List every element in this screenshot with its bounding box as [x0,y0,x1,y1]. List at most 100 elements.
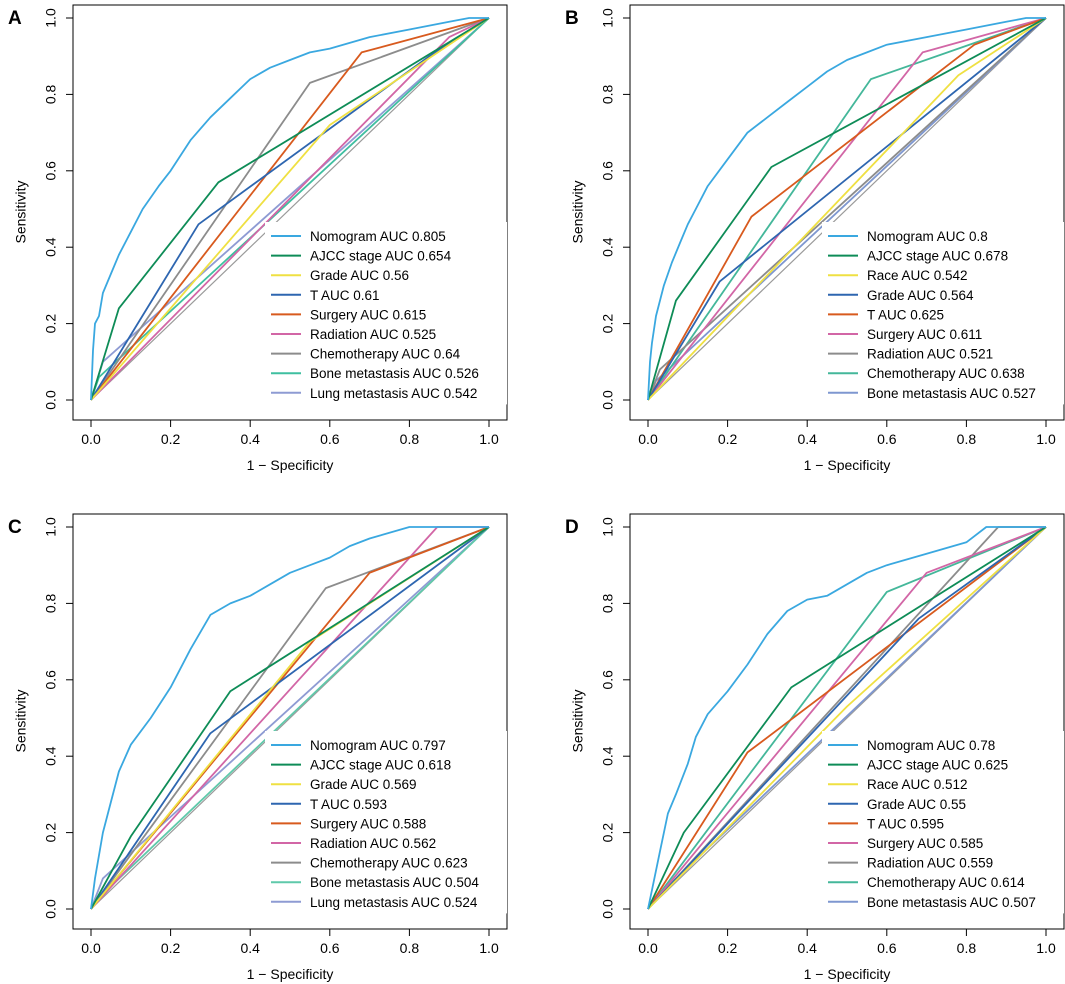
legend-label: AJCC stage AUC 0.678 [867,249,1008,264]
legend-label: Race AUC 0.512 [867,777,968,792]
x-tick-label: 0.8 [957,431,977,447]
x-tick-label: 1.0 [479,940,499,956]
y-tick-label: 0.0 [43,390,59,410]
legend-background [265,731,507,914]
roc-curve-radiation [90,17,490,401]
y-tick-label: 0.4 [43,746,59,766]
y-tick-label: 0.2 [43,314,59,334]
panel-label: C [8,517,22,538]
roc-curve-nomogram [90,526,489,910]
legend-label: T AUC 0.595 [867,816,944,831]
roc-panel-b: B 0.0 0.2 0.4 0.6 0.8 1.0 0.0 0.2 0.4 0.6 0.8 1.0 1 −… [565,4,1065,473]
legend: Nomogram AUC 0.805 AJCC stage AUC 0.654 Gr… [265,222,507,405]
roc-curve-ajcc-stage [647,17,1047,401]
roc-curve-nomogram [90,17,489,401]
x-tick-label: 0.8 [400,431,420,447]
y-tick-label: 0.6 [43,670,59,690]
legend-label: AJCC stage AUC 0.625 [867,758,1008,773]
y-tick-label: 0.8 [43,84,59,104]
legend-label: Bone metastasis AUC 0.527 [867,386,1036,401]
x-tick-label: 0.0 [638,940,658,956]
roc-curve-lung-metastasis [90,526,490,910]
legend-label: Radiation AUC 0.525 [310,327,436,342]
roc-curve-race [647,526,1047,910]
roc-curve-grade [647,17,1047,401]
x-tick-label: 0.4 [797,431,817,447]
x-tick-label: 0.0 [81,431,101,447]
legend-label: Lung metastasis AUC 0.542 [310,386,477,401]
y-tick-label: 0.8 [43,593,59,613]
legend-label: Grade AUC 0.56 [310,268,409,283]
y-tick-label: 1.0 [600,8,616,28]
panel-label: A [8,8,22,29]
legend-label: Surgery AUC 0.611 [867,327,982,342]
x-axis-title: 1 − Specificity [247,457,334,473]
panel-label: D [565,517,579,538]
legend-label: Grade AUC 0.569 [310,777,417,792]
legend-label: AJCC stage AUC 0.618 [310,758,451,773]
x-tick-label: 0.6 [320,940,340,956]
roc-curve-t [90,526,490,910]
legend-label: Radiation AUC 0.521 [867,347,993,362]
legend-label: Chemotherapy AUC 0.614 [867,875,1025,890]
legend-label: AJCC stage AUC 0.654 [310,249,452,264]
legend-label: T AUC 0.61 [310,288,380,303]
x-axis-title: 1 − Specificity [247,966,334,982]
legend-label: Radiation AUC 0.562 [310,836,436,851]
y-tick-label: 0.2 [600,823,616,843]
x-tick-label: 0.4 [240,940,260,956]
y-tick-label: 0.0 [600,899,616,919]
x-tick-label: 0.4 [797,940,817,956]
roc-curve-grade [647,526,1047,910]
legend-label: Surgery AUC 0.615 [310,307,426,322]
x-tick-label: 0.2 [161,940,181,956]
y-tick-label: 0.0 [43,899,59,919]
legend-label: Radiation AUC 0.559 [867,856,993,871]
legend: Nomogram AUC 0.78 AJCC stage AUC 0.625 Rac… [822,731,1064,914]
x-axis-title: 1 − Specificity [804,966,891,982]
roc-curve-chemotherapy [647,526,1047,910]
y-tick-label: 0.6 [600,670,616,690]
roc-curve-ajcc-stage [647,526,1047,910]
y-tick-label: 1.0 [43,517,59,537]
x-tick-label: 0.6 [877,431,897,447]
y-tick-label: 0.8 [600,593,616,613]
roc-curve-race [647,17,1047,401]
x-tick-label: 0.0 [638,431,658,447]
roc-curve-chemotherapy [90,17,490,401]
x-tick-label: 0.6 [877,940,897,956]
x-tick-label: 1.0 [1036,431,1056,447]
y-tick-label: 1.0 [43,8,59,28]
y-tick-label: 0.6 [43,161,59,181]
roc-curve-nomogram [647,17,1046,401]
legend-label: Bone metastasis AUC 0.507 [867,895,1036,910]
legend-label: Nomogram AUC 0.805 [310,229,446,244]
x-tick-label: 0.6 [320,431,340,447]
reference-diagonal [90,17,490,401]
y-tick-label: 0.2 [43,823,59,843]
legend-label: Grade AUC 0.564 [867,288,974,303]
legend-label: Lung metastasis AUC 0.524 [310,895,478,910]
legend: Nomogram AUC 0.8 AJCC stage AUC 0.678 Race… [822,222,1064,405]
legend-label: T AUC 0.625 [867,307,944,322]
roc-curve-t [647,526,1047,910]
y-tick-label: 0.4 [43,237,59,257]
x-tick-label: 0.8 [400,940,420,956]
roc-curve-chemotherapy [647,17,1047,401]
legend-label: Nomogram AUC 0.8 [867,229,988,244]
x-tick-label: 0.0 [81,940,101,956]
legend-label: Surgery AUC 0.588 [310,816,426,831]
x-tick-label: 1.0 [479,431,499,447]
y-tick-label: 0.4 [600,746,616,766]
x-tick-label: 0.2 [161,431,181,447]
roc-panel-d: D 0.0 0.2 0.4 0.6 0.8 1.0 0.0 0.2 0.4 0.6 0.8 1.0 1 −… [565,513,1065,982]
panel-label: B [565,8,579,29]
y-tick-label: 0.0 [600,390,616,410]
x-tick-label: 0.8 [957,940,977,956]
legend-label: Surgery AUC 0.585 [867,836,983,851]
x-axis-title: 1 − Specificity [804,457,891,473]
roc-curve-ajcc-stage [90,526,490,910]
y-tick-label: 1.0 [600,517,616,537]
y-tick-label: 0.6 [600,161,616,181]
